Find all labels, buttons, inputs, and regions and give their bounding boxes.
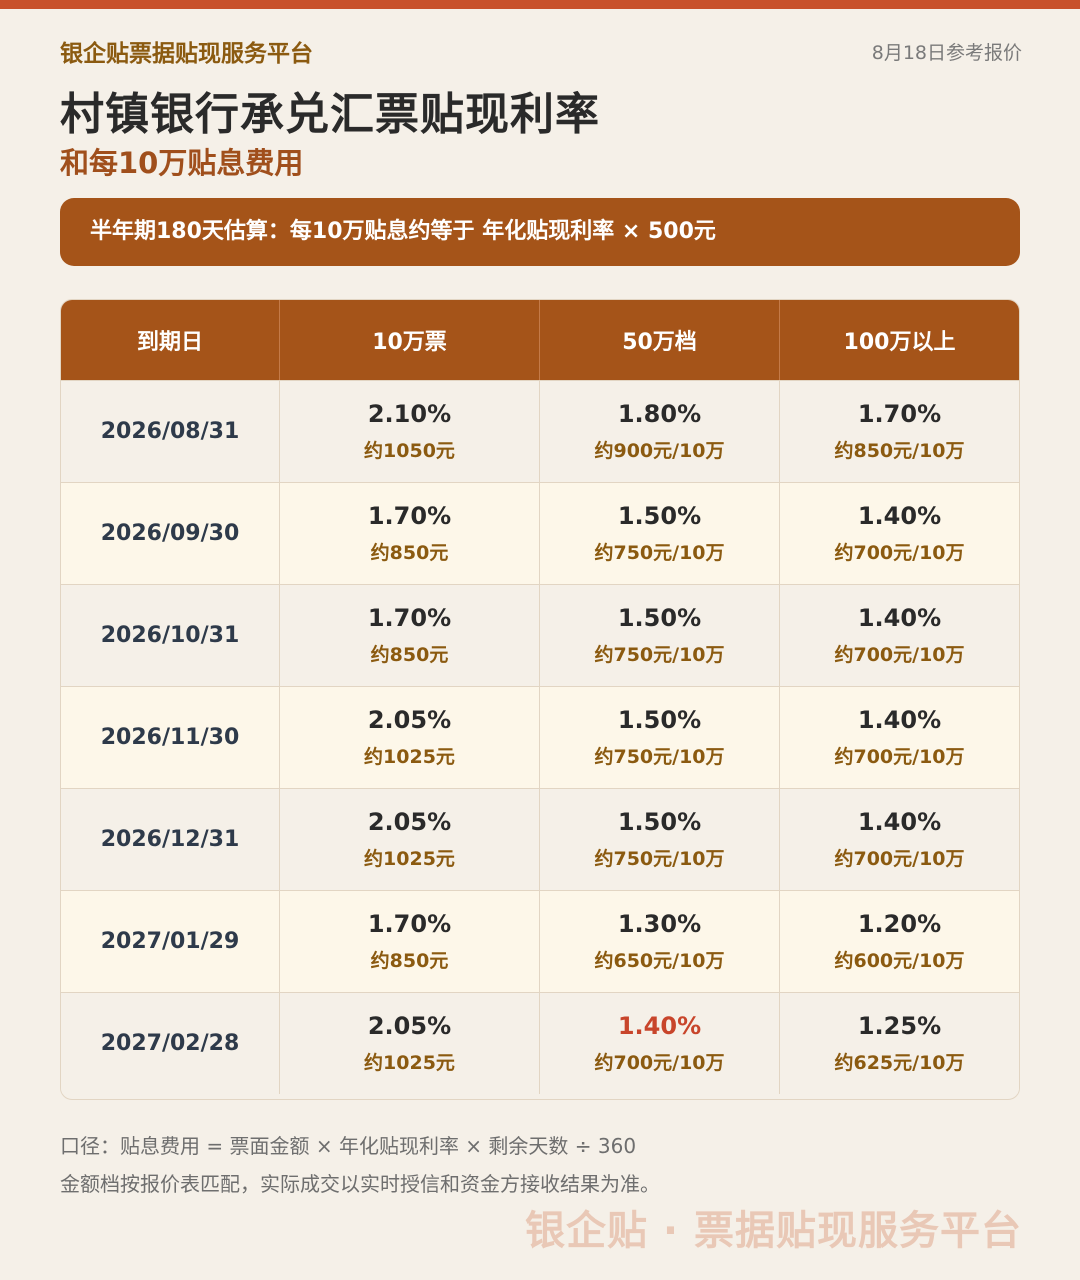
- rate-value: 2.05%: [367, 808, 452, 836]
- table-row: 2026/09/30 1.70% 约850元 1.50% 约750元/10万 1.4…: [61, 482, 1019, 584]
- fee-value: 约750元/10万: [594, 848, 725, 870]
- brand-name: 银企贴票据贴现服务平台: [60, 41, 313, 67]
- fee-value: 约900元/10万: [594, 440, 725, 462]
- fee-value: 约1025元: [364, 746, 455, 768]
- fee-value: 约1050元: [364, 440, 455, 462]
- page-title: 村镇银行承兑汇票贴现利率: [60, 89, 600, 140]
- fee-value: 约850元: [370, 644, 449, 666]
- rate-value: 1.80%: [617, 400, 702, 428]
- fee-value: 约850元/10万: [834, 440, 965, 462]
- page-subtitle: 和每10万贴息费用: [60, 146, 304, 180]
- rate-value: 1.70%: [367, 910, 452, 938]
- fee-value: 约1025元: [364, 1052, 455, 1074]
- col-header-100k: 10万票: [280, 300, 540, 380]
- rate-value: 1.40%: [857, 502, 942, 530]
- maturity-date: 2027/01/29: [100, 929, 240, 954]
- rate-value: 2.05%: [367, 1012, 452, 1040]
- fee-value: 约850元: [370, 542, 449, 564]
- table-row: 2027/01/29 1.70% 约850元 1.30% 约650元/10万 1.2…: [61, 890, 1019, 992]
- formula-note: 口径：贴息费用 = 票面金额 × 年化贴现利率 × 剩余天数 ÷ 360: [60, 1134, 637, 1158]
- fee-value: 约750元/10万: [594, 746, 725, 768]
- rate-value: 1.40%: [857, 604, 942, 632]
- table-row: 2027/02/28 2.05% 约1025元 1.40% 约700元/10万 1.…: [61, 992, 1019, 1094]
- rate-value: 1.50%: [617, 604, 702, 632]
- watermark: 银企贴 · 票据贴现服务平台: [524, 1208, 1022, 1254]
- rate-value: 1.70%: [367, 604, 452, 632]
- fee-value: 约700元/10万: [834, 746, 965, 768]
- fee-value: 约600元/10万: [834, 950, 965, 972]
- fee-value: 约700元/10万: [834, 848, 965, 870]
- rate-value: 1.30%: [617, 910, 702, 938]
- table-row: 2026/11/30 2.05% 约1025元 1.50% 约750元/10万 1.…: [61, 686, 1019, 788]
- fee-value: 约650元/10万: [594, 950, 725, 972]
- table-header-row: 到期日 10万票 50万档 100万以上: [61, 300, 1019, 380]
- fee-value: 约1025元: [364, 848, 455, 870]
- col-header-500k: 50万档: [540, 300, 780, 380]
- maturity-date: 2026/08/31: [100, 419, 240, 444]
- maturity-date: 2026/12/31: [100, 827, 240, 852]
- fee-value: 约700元/10万: [594, 1052, 725, 1074]
- col-header-1m-plus: 100万以上: [843, 330, 956, 355]
- maturity-date: 2026/10/31: [100, 623, 240, 648]
- quote-date: 8月18日参考报价: [871, 42, 1022, 64]
- rate-value: 1.50%: [617, 502, 702, 530]
- rate-value: 2.10%: [367, 400, 452, 428]
- fee-value: 约750元/10万: [594, 644, 725, 666]
- rate-value-highlighted: 1.40%: [617, 1012, 702, 1040]
- table-row: 2026/12/31 2.05% 约1025元 1.50% 约750元/10万 1.…: [61, 788, 1019, 890]
- table-row: 2026/08/31 2.10% 约1050元 1.80% 约900元/10万 1.…: [61, 380, 1019, 482]
- rate-value: 1.50%: [617, 706, 702, 734]
- rate-table: 到期日 10万票 50万档 100万以上 2026/08/31 2.10% 约10…: [60, 299, 1020, 1100]
- rate-value: 1.70%: [367, 502, 452, 530]
- table-row: 2026/10/31 1.70% 约850元 1.50% 约750元/10万 1.4…: [61, 584, 1019, 686]
- col-header-maturity: 到期日: [61, 300, 280, 380]
- rate-value: 1.40%: [857, 706, 942, 734]
- rate-value: 1.25%: [857, 1012, 942, 1040]
- maturity-date: 2026/09/30: [100, 521, 240, 546]
- rate-value: 1.50%: [617, 808, 702, 836]
- disclaimer-note: 金额档按报价表匹配，实际成交以实时授信和资金方接收结果为准。: [60, 1172, 660, 1196]
- maturity-date: 2027/02/28: [100, 1031, 240, 1056]
- estimate-banner: 半年期180天估算：每10万贴息约等于 年化贴现利率 × 500元: [60, 198, 1020, 266]
- fee-value: 约750元/10万: [594, 542, 725, 564]
- fee-value: 约850元: [370, 950, 449, 972]
- rate-value: 2.05%: [367, 706, 452, 734]
- rate-value: 1.40%: [857, 808, 942, 836]
- top-accent-bar: [0, 0, 1080, 9]
- fee-value: 约700元/10万: [834, 644, 965, 666]
- rate-value: 1.20%: [857, 910, 942, 938]
- fee-value: 约625元/10万: [834, 1052, 965, 1074]
- maturity-date: 2026/11/30: [100, 725, 240, 750]
- fee-value: 约700元/10万: [834, 542, 965, 564]
- rate-value: 1.70%: [857, 400, 942, 428]
